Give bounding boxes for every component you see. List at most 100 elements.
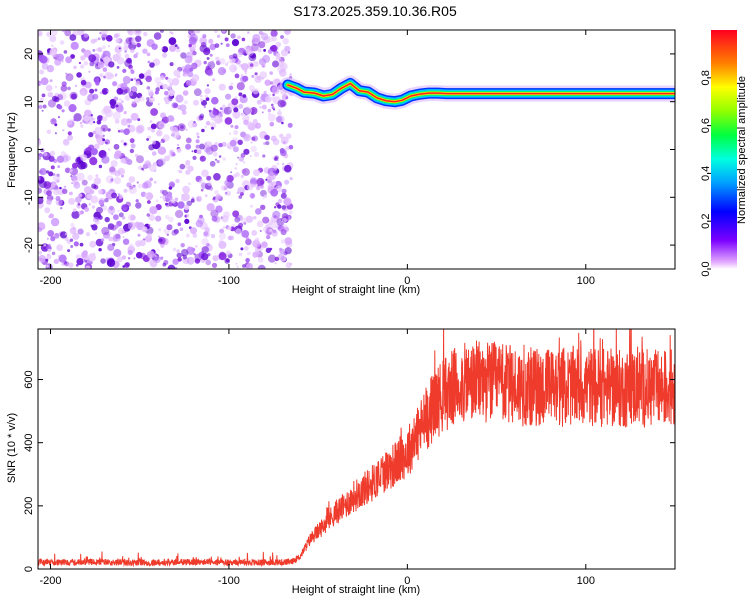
noise-speckle [95, 174, 99, 178]
noise-speckle [69, 227, 77, 235]
noise-speckle [107, 128, 111, 132]
noise-speckle [192, 233, 198, 238]
noise-speckle [236, 51, 243, 58]
colorbar [711, 30, 737, 269]
noise-speckle [100, 62, 103, 65]
noise-speckle [153, 162, 157, 166]
noise-speckle [282, 38, 289, 45]
noise-speckle [272, 93, 275, 97]
noise-speckle [94, 126, 103, 135]
noise-speckle [201, 237, 209, 246]
noise-speckle [148, 96, 155, 103]
noise-speckle [218, 155, 222, 158]
noise-speckle [121, 255, 127, 260]
noise-speckle [77, 228, 84, 235]
noise-speckle [213, 173, 221, 181]
noise-speckle [231, 98, 239, 106]
noise-speckle [55, 233, 59, 237]
noise-speckle [269, 220, 278, 229]
noise-speckle [46, 199, 52, 205]
noise-speckle [122, 216, 126, 220]
noise-speckle [162, 262, 167, 267]
noise-speckle [191, 150, 194, 153]
noise-speckle [235, 172, 240, 177]
noise-speckle [172, 247, 177, 252]
noise-speckle [67, 134, 73, 141]
noise-speckle [48, 156, 55, 162]
noise-speckle [186, 200, 192, 207]
noise-speckle [111, 212, 114, 216]
noise-speckle [230, 82, 234, 86]
noise-speckle [250, 145, 257, 153]
noise-speckle [177, 222, 182, 227]
noise-speckle [77, 202, 81, 206]
noise-speckle [147, 126, 152, 131]
noise-speckle [68, 262, 74, 268]
noise-speckle [169, 62, 174, 67]
noise-speckle [283, 197, 292, 206]
noise-speckle [234, 96, 238, 99]
noise-speckle [101, 226, 110, 236]
noise-speckle [158, 228, 162, 232]
noise-speckle [70, 93, 77, 100]
noise-speckle [64, 237, 69, 241]
noise-speckle [218, 142, 223, 148]
noise-speckle [171, 78, 180, 86]
noise-speckle [257, 264, 266, 269]
noise-speckle [251, 136, 256, 141]
noise-speckle [169, 44, 177, 53]
noise-speckle [122, 238, 130, 245]
noise-speckle [90, 224, 94, 228]
noise-speckle [280, 49, 289, 57]
noise-speckle [83, 33, 89, 38]
noise-speckle [175, 94, 184, 103]
colorbar-tick-label: 0.8 [700, 70, 712, 85]
noise-speckle [142, 48, 148, 54]
noise-speckle [149, 177, 153, 182]
noise-speckle [128, 91, 134, 97]
noise-speckle [53, 188, 60, 196]
noise-speckle [192, 155, 197, 160]
noise-speckle [67, 131, 72, 136]
noise-speckle [284, 247, 292, 255]
noise-speckle [274, 172, 278, 176]
noise-speckle [270, 188, 279, 197]
noise-speckle [117, 192, 120, 196]
noise-speckle [89, 61, 95, 67]
noise-speckle [38, 187, 42, 194]
noise-speckle [38, 153, 43, 157]
noise-speckle [83, 186, 92, 195]
noise-speckle [76, 172, 85, 181]
noise-speckle [263, 141, 267, 146]
noise-speckle [275, 52, 281, 58]
noise-speckle [235, 262, 238, 265]
noise-speckle [285, 262, 292, 269]
noise-speckle [201, 169, 209, 177]
noise-speckle [223, 186, 228, 191]
noise-speckle [68, 104, 77, 113]
snr-x-tick-label: -200 [39, 575, 61, 587]
noise-speckle [242, 114, 250, 122]
noise-speckle [289, 73, 292, 76]
noise-speckle [74, 84, 78, 87]
noise-speckle [247, 31, 250, 34]
noise-speckle [216, 160, 220, 164]
noise-speckle [155, 159, 164, 167]
noise-speckle [225, 43, 230, 48]
noise-speckle [280, 35, 284, 39]
noise-speckle [122, 235, 125, 239]
noise-speckle [67, 249, 71, 253]
noise-speckle [277, 204, 282, 209]
noise-speckle [88, 70, 91, 73]
noise-speckle [135, 35, 142, 42]
noise-speckle [208, 38, 214, 44]
noise-speckle [198, 179, 204, 185]
noise-speckle [120, 118, 129, 126]
noise-speckle [68, 197, 76, 205]
noise-speckle [194, 244, 198, 248]
noise-speckle [230, 33, 236, 39]
noise-speckle [99, 32, 102, 35]
noise-speckle [39, 180, 47, 189]
noise-speckle [275, 41, 282, 48]
